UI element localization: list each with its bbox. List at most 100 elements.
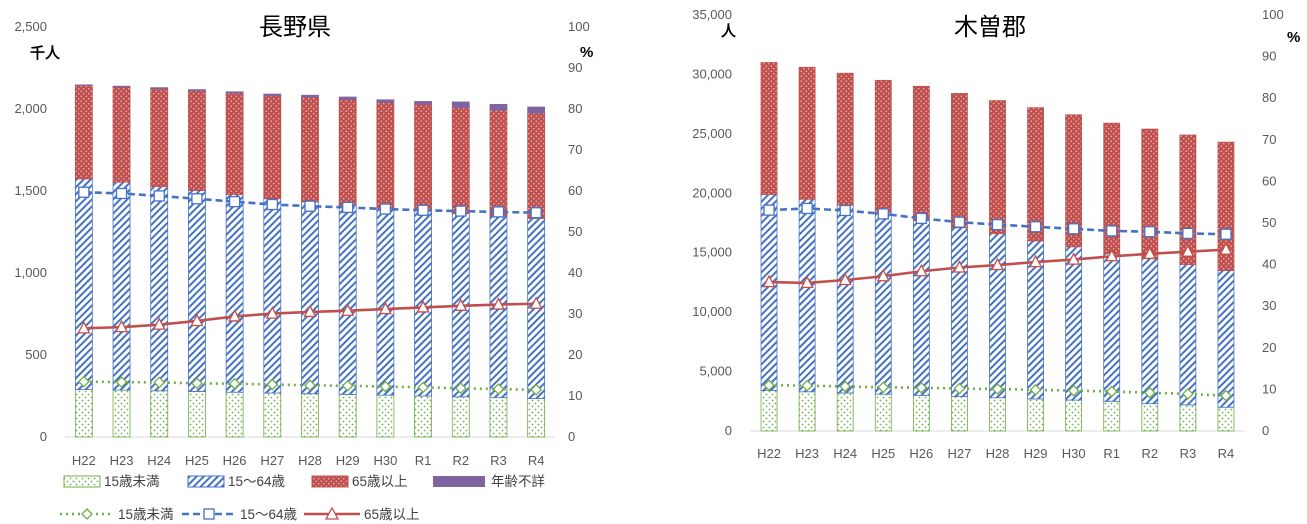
data-point-age15_64 [1144,226,1156,238]
right-tick-label: 70 [1262,132,1276,147]
bar-segment-age0_14 [150,390,169,438]
data-point-age0_14 [417,381,429,394]
bar-segment-age65 [874,79,892,213]
bar-segment-age65 [489,109,508,217]
bar-segment-unknown [225,91,244,94]
bar-segment-unknown [451,101,470,109]
left-tick-label: 1,500 [14,183,47,198]
bar-segment-age0_14 [527,398,546,438]
bar-segment-age65 [760,62,778,195]
bar-segment-unknown [150,87,169,90]
left-tick-label: 500 [25,347,47,362]
right-tick-label: 40 [568,265,582,280]
category-label: R3 [1180,446,1197,461]
data-point-age0_14 [1181,388,1194,400]
right-tick-label: 10 [568,388,582,403]
data-point-age65 [990,257,1005,271]
data-point-age15_64 [1068,223,1080,235]
data-point-age15_64 [304,200,316,212]
right-tick-label: 20 [568,347,582,362]
bar-segment-unknown [263,93,282,97]
bar-segment-unknown [414,101,432,105]
data-point-age65 [303,304,317,318]
data-point-age0_14 [1220,389,1232,402]
category-label: H29 [1024,446,1048,461]
bar-segment-age0_14 [1141,403,1159,432]
legend-bar-age0_14: 15歳未満 [63,474,160,489]
data-point-age15_64 [915,212,927,225]
bar-segment-age65 [74,84,93,180]
bar-segment-age0_14 [225,391,244,438]
bar-segment-age65 [188,90,206,191]
category-label: R1 [415,453,432,468]
legend-bar-age65: 65歳以上 [311,474,408,489]
data-point-age15_64 [342,201,354,214]
data-point-age65 [416,300,430,313]
data-point-age0_14 [1029,383,1042,396]
bar-segment-age0_14 [912,394,930,432]
data-point-age65 [952,260,966,273]
data-point-age15_64 [379,203,392,215]
bar-segment-age15_64 [1179,264,1197,406]
legend-line-age0_14: 15歳未満 [60,507,174,522]
legend-line-age65: 65歳以上 [304,506,420,522]
category-label: R3 [490,453,507,468]
right-tick-label: 30 [568,306,582,321]
category-label: H22 [757,446,781,461]
bar-segment-age0_14 [301,393,319,438]
bar-segment-age65 [150,88,169,187]
bar-segment-age65 [112,86,131,183]
bar-segment-unknown [489,104,508,111]
bar-segment-age0_14 [760,390,778,432]
bar-segment-age15_64 [188,190,206,392]
right-tick-label: 60 [568,183,582,198]
bar-segment-unknown [527,106,546,114]
data-point-age0_14 [877,381,890,394]
bar-segment-age65 [451,107,470,214]
bar-segment-age65 [989,100,1006,235]
data-point-age15_64 [191,193,203,205]
data-point-age65 [1029,254,1043,268]
bar-segment-age0_14 [376,394,395,438]
category-label: H25 [871,446,895,461]
data-point-age15_64 [991,219,1004,231]
data-point-age0_14 [228,377,241,390]
bar-segment-age0_14 [951,396,968,432]
bar-segment-age15_64 [951,227,968,397]
data-point-age65 [454,298,468,311]
data-point-age65 [152,317,166,330]
data-point-age65 [762,274,776,288]
bar-segment-age65 [376,102,395,209]
bar-segment-age15_64 [912,220,930,396]
category-label: R4 [1218,446,1235,461]
right-axis-unit: % [580,44,593,61]
right-tick-label: 0 [1262,423,1269,438]
data-point-age65 [1219,242,1233,255]
data-point-age0_14 [953,382,966,395]
category-label: H28 [298,453,322,468]
category-label: H23 [795,446,819,461]
bar-segment-age15_64 [74,178,93,391]
data-point-age65 [1067,252,1081,265]
right-tick-label: 100 [568,19,590,34]
data-point-age65 [491,297,506,310]
data-point-age65 [914,263,928,277]
bar-segment-age0_14 [338,393,357,438]
left-axis-unit: 人 [721,23,737,40]
bar-segment-age15_64 [150,186,169,392]
data-point-age0_14 [1067,384,1080,397]
bar-segment-age15_64 [112,181,131,391]
bar-segment-age0_14 [414,395,432,438]
bar-segment-age0_14 [451,396,470,438]
data-point-age65 [800,275,814,289]
bar-segment-age15_64 [338,204,357,395]
bar-segment-age0_14 [1065,399,1083,432]
data-point-age0_14 [530,383,543,396]
left-tick-label: 10,000 [692,304,732,319]
left-tick-label: 5,000 [699,364,732,379]
bar-segment-age0_14 [188,391,206,438]
data-point-age65 [190,313,204,327]
data-point-age0_14 [839,380,852,393]
bar-segment-age15_64 [1217,270,1235,408]
right-tick-label: 80 [1262,90,1276,105]
